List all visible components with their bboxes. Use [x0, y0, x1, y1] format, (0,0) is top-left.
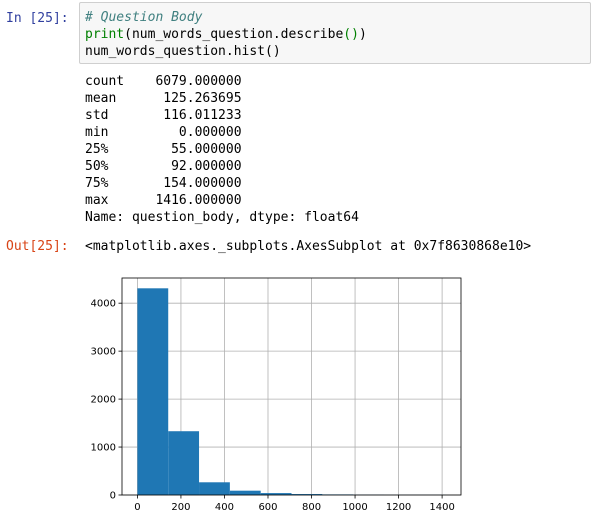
code-builtin-print: print — [85, 27, 125, 42]
x-tick-label: 1000 — [342, 502, 367, 513]
code-line-close: ) — [358, 27, 367, 42]
x-tick-label: 1200 — [386, 502, 411, 513]
code-line-comment: # Question Body — [85, 10, 203, 25]
code-text[interactable]: # Question Body print(num_words_question… — [85, 9, 367, 60]
stdout-line: count 6079.000000 — [85, 74, 242, 89]
y-tick-label: 3000 — [91, 347, 116, 358]
x-tick-label: 400 — [215, 502, 234, 513]
bars-layer — [137, 288, 446, 495]
stdout-line: 50% 92.000000 — [85, 159, 242, 174]
histogram-plot: 0 200 400 600 800 1000 1200 1400 0 1000 2000 3000 40… — [91, 277, 462, 513]
y-tick-label: 0 — [110, 491, 116, 502]
x-tick-label: 0 — [134, 502, 140, 513]
output-repr: <matplotlib.axes._subplots.AxesSubplot a… — [85, 239, 532, 254]
ticks-layer: 0 200 400 600 800 1000 1200 1400 0 1000 2000 3000 40… — [91, 299, 455, 513]
stdout-line: 75% 154.000000 — [85, 176, 242, 191]
histogram-bar — [291, 494, 323, 495]
code-line-call: (num_words_question.describe — [124, 27, 344, 42]
histogram-bar — [199, 482, 230, 495]
x-tick-label: 600 — [258, 502, 277, 513]
input-prompt: In [25]: — [6, 11, 69, 26]
y-tick-label: 1000 — [91, 443, 116, 454]
stdout-line: mean 125.263695 — [85, 91, 242, 106]
histogram-bar — [260, 493, 292, 495]
histogram-bar — [229, 490, 261, 495]
stdout-line: Name: question_body, dtype: float64 — [85, 210, 359, 225]
x-tick-label: 200 — [171, 502, 190, 513]
code-line-hist: num_words_question.hist() — [85, 44, 281, 59]
output-prompt: Out[25]: — [6, 239, 69, 254]
code-editor[interactable]: # Question Body print(num_words_question… — [79, 2, 591, 64]
y-tick-label: 4000 — [91, 299, 116, 310]
axes-frame — [121, 277, 462, 496]
x-tick-label: 800 — [302, 502, 321, 513]
stdout-line: std 116.011233 — [85, 108, 242, 123]
stdout-line: 25% 55.000000 — [85, 142, 242, 157]
code-paren-highlight: () — [343, 27, 359, 42]
y-tick-label: 2000 — [91, 395, 116, 406]
x-tick-label: 1400 — [429, 502, 454, 513]
stdout-line: min 0.000000 — [85, 125, 242, 140]
stdout-output: count 6079.000000 mean 125.263695 std 11… — [85, 73, 359, 226]
histogram-bar — [168, 431, 200, 495]
stdout-line: max 1416.000000 — [85, 193, 242, 208]
histogram-bar — [137, 288, 169, 495]
